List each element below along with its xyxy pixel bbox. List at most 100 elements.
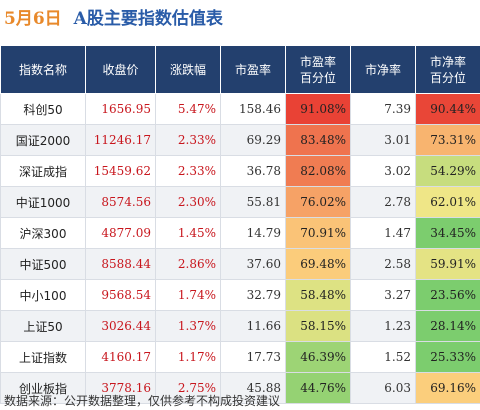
cell: 69.16% <box>415 372 480 404</box>
cell: 90.44% <box>415 93 480 125</box>
header-line: 市盈率 <box>234 62 271 77</box>
cell: 1.47 <box>350 217 416 249</box>
title-text: A股主要指数估值表 <box>73 9 223 29</box>
cell: 上证指数 <box>0 341 86 373</box>
cell: 14.79 <box>220 217 286 249</box>
cell: 158.46 <box>220 93 286 125</box>
cell: 国证2000 <box>0 124 86 156</box>
column-header: 市盈率 <box>220 45 286 94</box>
valuation-table: 指数名称 收盘价 涨跌幅 市盈率 市盈率 百分位 市净率 市净率 百分位 科创50 1656.95… <box>0 45 480 404</box>
cell: 2.75% <box>155 372 221 404</box>
table-row: 深证成指 15459.62 2.33% 36.78 82.08% 3.02 54.29% <box>0 155 480 187</box>
cell: 36.78 <box>220 155 286 187</box>
cell: 1.37% <box>155 310 221 342</box>
header-line: 市盈率 <box>299 54 336 69</box>
cell: 17.73 <box>220 341 286 373</box>
table-row: 上证50 3026.44 1.37% 11.66 58.15% 1.23 28.14% <box>0 310 480 342</box>
table-row: 中小100 9568.54 1.74% 32.79 58.48% 3.27 23.56% <box>0 279 480 311</box>
cell: 8588.44 <box>85 248 156 280</box>
cell: 3026.44 <box>85 310 156 342</box>
column-header: 市净率 百分位 <box>415 45 480 94</box>
cell: 2.33% <box>155 124 221 156</box>
cell: 5.47% <box>155 93 221 125</box>
cell: 11.66 <box>220 310 286 342</box>
table-row: 科创50 1656.95 5.47% 158.46 91.08% 7.39 90.44% <box>0 93 480 125</box>
cell: 69.29 <box>220 124 286 156</box>
cell: 1.17% <box>155 341 221 373</box>
column-header: 市盈率 百分位 <box>285 45 351 94</box>
cell: 3.27 <box>350 279 416 311</box>
footer: 数据来源：公开数据整理，仅供参考不构成投资建议 <box>4 394 281 408</box>
column-header: 市净率 <box>350 45 416 94</box>
cell: 46.39% <box>285 341 351 373</box>
cell: 58.48% <box>285 279 351 311</box>
header-line: 收盘价 <box>102 62 139 77</box>
cell: 2.86% <box>155 248 221 280</box>
cell: 1.45% <box>155 217 221 249</box>
cell: 62.01% <box>415 186 480 218</box>
cell: 37.60 <box>220 248 286 280</box>
column-header: 指数名称 <box>0 45 86 94</box>
header-line: 市净率 <box>364 62 401 77</box>
cell: 3.02 <box>350 155 416 187</box>
header-line: 百分位 <box>299 70 336 85</box>
cell: 创业板指 <box>0 372 86 404</box>
cell: 70.91% <box>285 217 351 249</box>
column-header: 收盘价 <box>85 45 156 94</box>
cell: 69.48% <box>285 248 351 280</box>
header-line: 涨跌幅 <box>169 62 206 77</box>
header-line: 百分位 <box>429 70 466 85</box>
header-line: 市净率 <box>429 54 466 69</box>
cell: 3.01 <box>350 124 416 156</box>
cell: 中小100 <box>0 279 86 311</box>
cell: 11246.17 <box>85 124 156 156</box>
table-body: 科创50 1656.95 5.47% 158.46 91.08% 7.39 90.44% 国证… <box>0 93 480 404</box>
cell: 2.58 <box>350 248 416 280</box>
table-row: 中证1000 8574.56 2.30% 55.81 76.02% 2.78 62.01% <box>0 186 480 218</box>
cell: 沪深300 <box>0 217 86 249</box>
header-row: 指数名称 收盘价 涨跌幅 市盈率 市盈率 百分位 市净率 市净率 百分位 <box>0 45 480 94</box>
header-line: 指数名称 <box>18 62 67 77</box>
date: 5月6日 <box>4 9 62 29</box>
cell: 7.39 <box>350 93 416 125</box>
cell: 2.78 <box>350 186 416 218</box>
cell: 1.74% <box>155 279 221 311</box>
cell: 25.33% <box>415 341 480 373</box>
cell: 34.45% <box>415 217 480 249</box>
cell: 8574.56 <box>85 186 156 218</box>
cell: 上证50 <box>0 310 86 342</box>
cell: 6.03 <box>350 372 416 404</box>
cell: 58.15% <box>285 310 351 342</box>
cell: 1.52 <box>350 341 416 373</box>
cell: 23.56% <box>415 279 480 311</box>
column-header: 涨跌幅 <box>155 45 221 94</box>
cell: 28.14% <box>415 310 480 342</box>
cell: 科创50 <box>0 93 86 125</box>
cell: 9568.54 <box>85 279 156 311</box>
cell: 2.33% <box>155 155 221 187</box>
cell: 1.23 <box>350 310 416 342</box>
cell: 54.29% <box>415 155 480 187</box>
cell: 76.02% <box>285 186 351 218</box>
title: 5月6日 A股主要指数估值表 <box>4 4 223 29</box>
cell: 中证500 <box>0 248 86 280</box>
cell: 44.76% <box>285 372 351 404</box>
cell: 深证成指 <box>0 155 86 187</box>
cell: 1656.95 <box>85 93 156 125</box>
cell: 2.30% <box>155 186 221 218</box>
cell: 中证1000 <box>0 186 86 218</box>
cell: 4160.17 <box>85 341 156 373</box>
cell: 82.08% <box>285 155 351 187</box>
table-row: 国证2000 11246.17 2.33% 69.29 83.48% 3.01 73.31% <box>0 124 480 156</box>
table-row: 中证500 8588.44 2.86% 37.60 69.48% 2.58 59.91% <box>0 248 480 280</box>
cell: 4877.09 <box>85 217 156 249</box>
cell: 15459.62 <box>85 155 156 187</box>
cell: 73.31% <box>415 124 480 156</box>
table-row: 沪深300 4877.09 1.45% 14.79 70.91% 1.47 34.45% <box>0 217 480 249</box>
table-row: 创业板指 3778.16 2.75% 45.88 44.76% 6.03 69.16% <box>0 372 480 404</box>
cell: 59.91% <box>415 248 480 280</box>
cell: 55.81 <box>220 186 286 218</box>
cell: 32.79 <box>220 279 286 311</box>
table-row: 上证指数 4160.17 1.17% 17.73 46.39% 1.52 25.33% <box>0 341 480 373</box>
